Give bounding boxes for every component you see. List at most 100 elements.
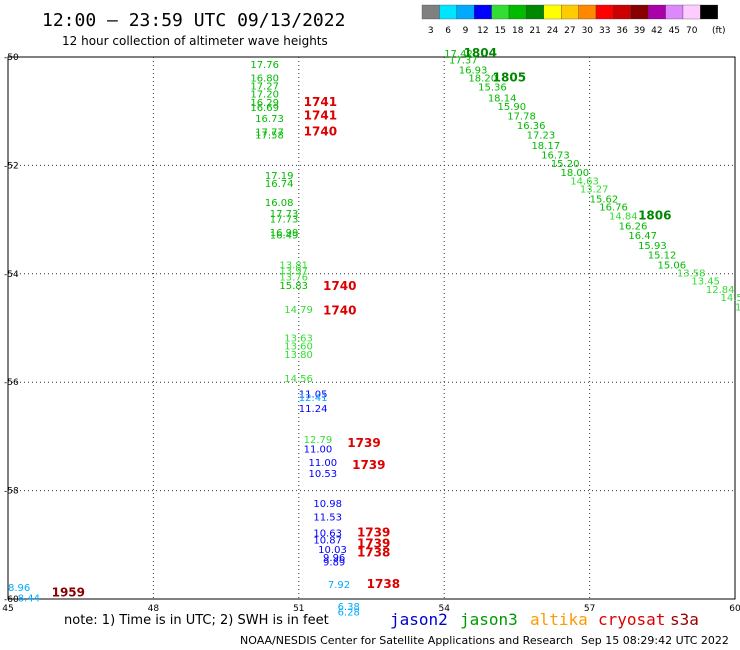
wave-height-label: 13.58 (677, 269, 706, 280)
legend-label: 12 (477, 26, 488, 36)
pass-time-labels: 1741174117401740174017391739173917391738… (52, 46, 672, 599)
wave-height-label: 9.89 (323, 557, 345, 568)
wave-height-label: 16.73 (255, 114, 284, 125)
wave-height-label: 17.20 (250, 90, 279, 101)
wave-height-label: 17.27 (250, 82, 279, 93)
x-tick-label: 51 (293, 604, 304, 614)
legend-label: 9 (463, 26, 469, 36)
footnote: note: 1) Time is in UTC; 2) SWH is in fe… (64, 613, 329, 628)
wave-height-label: 18.20 (468, 73, 497, 84)
wave-height-label: 16.26 (619, 221, 648, 232)
legend-label: 39 (634, 26, 646, 36)
wave-height-label: 17.23 (527, 130, 556, 141)
wave-height-label: 17.77 (255, 128, 284, 139)
wave-height-label: 10.87 (313, 536, 342, 547)
pass-time-label: 1959 (52, 585, 85, 599)
y-tick-label: -54 (4, 270, 19, 280)
x-tick-label: 48 (148, 604, 160, 614)
satellite-s3a: s3a (670, 610, 699, 629)
satellite-jason2: jason2 (390, 610, 448, 629)
legend-swatch (508, 4, 527, 20)
wave-height-label: 10.53 (308, 469, 337, 480)
wave-height-label: 13.50 (735, 303, 740, 314)
wave-height-label: 12.79 (304, 435, 333, 446)
satellite-jason3: jason3 (460, 610, 518, 629)
legend-swatch (578, 4, 597, 20)
legend-label: 45 (669, 26, 680, 36)
legend-label: 3 (428, 26, 434, 36)
satellite-cryosat: cryosat (598, 610, 665, 629)
pass-time-label: 1740 (323, 303, 356, 317)
wave-height-label: 8.96 (8, 583, 30, 594)
timestamp: Sep 15 08:29:42 UTC 2022 (581, 634, 729, 647)
wave-height-label: 14.63 (570, 176, 599, 187)
wave-height-label: 15.36 (478, 83, 507, 94)
legend-swatch (543, 4, 562, 20)
legend-swatch (648, 4, 666, 20)
wave-height-label: 18.00 (561, 168, 590, 179)
wave-height-label: 17.73 (270, 209, 299, 220)
plot-frame (7, 56, 736, 600)
wave-height-label: 14.84 (609, 212, 638, 223)
legend-swatch (630, 4, 649, 20)
wave-height-label: 15.12 (648, 251, 677, 262)
wave-height-label: 10.63 (313, 529, 342, 540)
wave-height-label: 13.63 (284, 334, 313, 345)
wave-height-label: 16.74 (265, 179, 294, 190)
wave-height-label: 8.44 (18, 594, 40, 605)
pass-time-label: 1740 (323, 279, 356, 293)
wave-height-label: 14.52 (720, 293, 740, 304)
wave-height-points: 17.7616.8017.2717.2016.2916.6916.7317.77… (8, 49, 740, 618)
wave-height-label: 16.80 (250, 73, 279, 84)
wave-height-label: 13.27 (580, 185, 609, 196)
wave-height-label: 10.98 (313, 499, 342, 510)
pass-time-label: 1739 (347, 436, 380, 450)
legend-label: 18 (512, 26, 524, 36)
wave-height-label: 15.06 (657, 260, 686, 271)
legend-label: 33 (599, 26, 610, 36)
wave-height-label: 17.76 (250, 60, 279, 71)
color-legend: (ft) 3 6 9 12 15 18 21 24 27 30 33 36 39 42 45 70 (421, 4, 726, 36)
grid-lines (8, 57, 735, 599)
legend-swatch (561, 4, 579, 20)
wave-height-label: 17.73 (270, 214, 299, 225)
wave-height-label: 16.99 (270, 228, 299, 239)
legend-swatch (682, 4, 701, 20)
wave-height-label: 16.29 (250, 98, 279, 109)
wave-height-label: 13.97 (279, 266, 308, 277)
wave-height-label: 13.80 (284, 350, 313, 361)
wave-height-label: 16.73 (541, 150, 570, 161)
wave-height-label: 16.76 (599, 202, 628, 213)
pass-time-label: 1741 (304, 95, 337, 109)
wave-height-label: 16.36 (517, 121, 546, 132)
x-tick-label: 60 (729, 604, 740, 614)
wave-height-label: 16.47 (628, 231, 657, 242)
legend-swatch (700, 4, 718, 20)
legend-swatch (526, 4, 544, 20)
wave-height-label: 13.76 (279, 272, 308, 283)
wave-height-label: 11.24 (299, 404, 328, 415)
wave-height-label: 15.93 (638, 241, 667, 252)
wave-height-label: 18.17 (531, 141, 560, 152)
legend-label: 27 (564, 26, 575, 36)
legend-label: 42 (651, 26, 662, 36)
x-tick-label: 45 (2, 604, 13, 614)
wave-height-label: 11.53 (313, 512, 342, 523)
legend-swatch (421, 4, 440, 20)
pass-time-label: 1739 (357, 537, 390, 551)
chart-subtitle: 12 hour collection of altimeter wave hei… (62, 34, 328, 48)
wave-height-label: 15.90 (498, 102, 527, 113)
legend-swatch (665, 4, 684, 20)
wave-height-label: 17.78 (507, 111, 536, 122)
wave-height-label: 13.60 (284, 342, 313, 353)
wave-height-label: 13.45 (691, 277, 720, 288)
wave-height-label: 16.93 (459, 65, 488, 76)
wave-height-label: 15.83 (279, 281, 308, 292)
wave-height-label: 11.00 (308, 458, 337, 469)
axis-ticks: 45 48 51 54 57 60 -50 -52 -54 -56 -58 -60 (2, 53, 740, 614)
legend-label: 30 (582, 26, 594, 36)
wave-height-label: 15.62 (590, 194, 619, 205)
wave-height-label: 9.96 (323, 553, 345, 564)
wave-height-label: 15.20 (551, 159, 580, 170)
satellite-key: jason2 jason3 altika cryosat s3a (390, 610, 699, 629)
